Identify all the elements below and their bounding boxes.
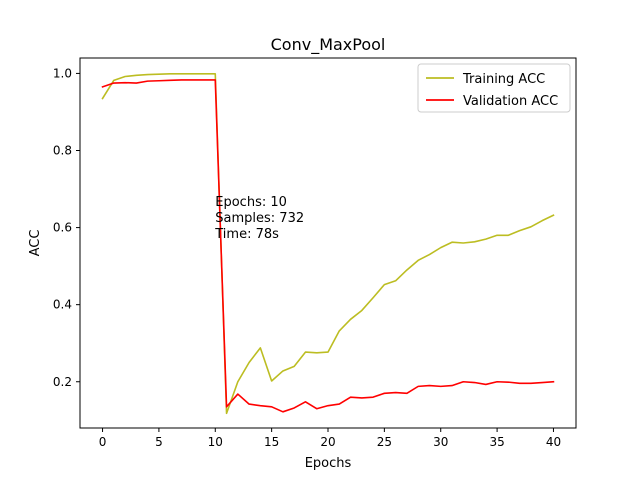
x-axis-label: Epochs — [305, 456, 352, 471]
y-tick-label: 1.0 — [53, 66, 72, 80]
annotation-line: Time: 78s — [214, 227, 279, 242]
series-line-training-acc — [101, 73, 555, 415]
legend-label: Validation ACC — [463, 94, 558, 109]
x-tick-label: 20 — [320, 435, 335, 449]
y-tick-label: 0.6 — [53, 221, 72, 235]
x-tick-label: 35 — [489, 435, 504, 449]
annotation-line: Samples: 732 — [215, 211, 304, 226]
y-tick-label: 0.2 — [53, 375, 72, 389]
y-axis-label: ACC — [28, 230, 43, 257]
x-tick-label: 0 — [99, 435, 107, 449]
legend: Training ACC Validation ACC — [417, 63, 571, 113]
x-tick-label: 40 — [546, 435, 561, 449]
x-tick-label: 10 — [208, 435, 223, 449]
y-axis: 0.2 0.4 0.6 0.8 1.0 — [53, 66, 80, 389]
chart-title: Conv_MaxPool — [271, 35, 386, 55]
x-tick-label: 5 — [155, 435, 163, 449]
legend-box — [417, 63, 571, 113]
legend-label: Training ACC — [462, 72, 545, 87]
x-tick-label: 25 — [377, 435, 392, 449]
series-line-validation-acc — [101, 79, 555, 413]
plot-area — [101, 73, 555, 415]
x-axis: 0 5 10 15 20 25 30 35 40 — [99, 428, 561, 449]
y-tick-label: 0.4 — [53, 298, 72, 312]
x-tick-label: 15 — [264, 435, 279, 449]
y-tick-label: 0.8 — [53, 144, 72, 158]
annotation-line: Epochs: 10 — [215, 195, 287, 210]
x-tick-label: 30 — [433, 435, 448, 449]
